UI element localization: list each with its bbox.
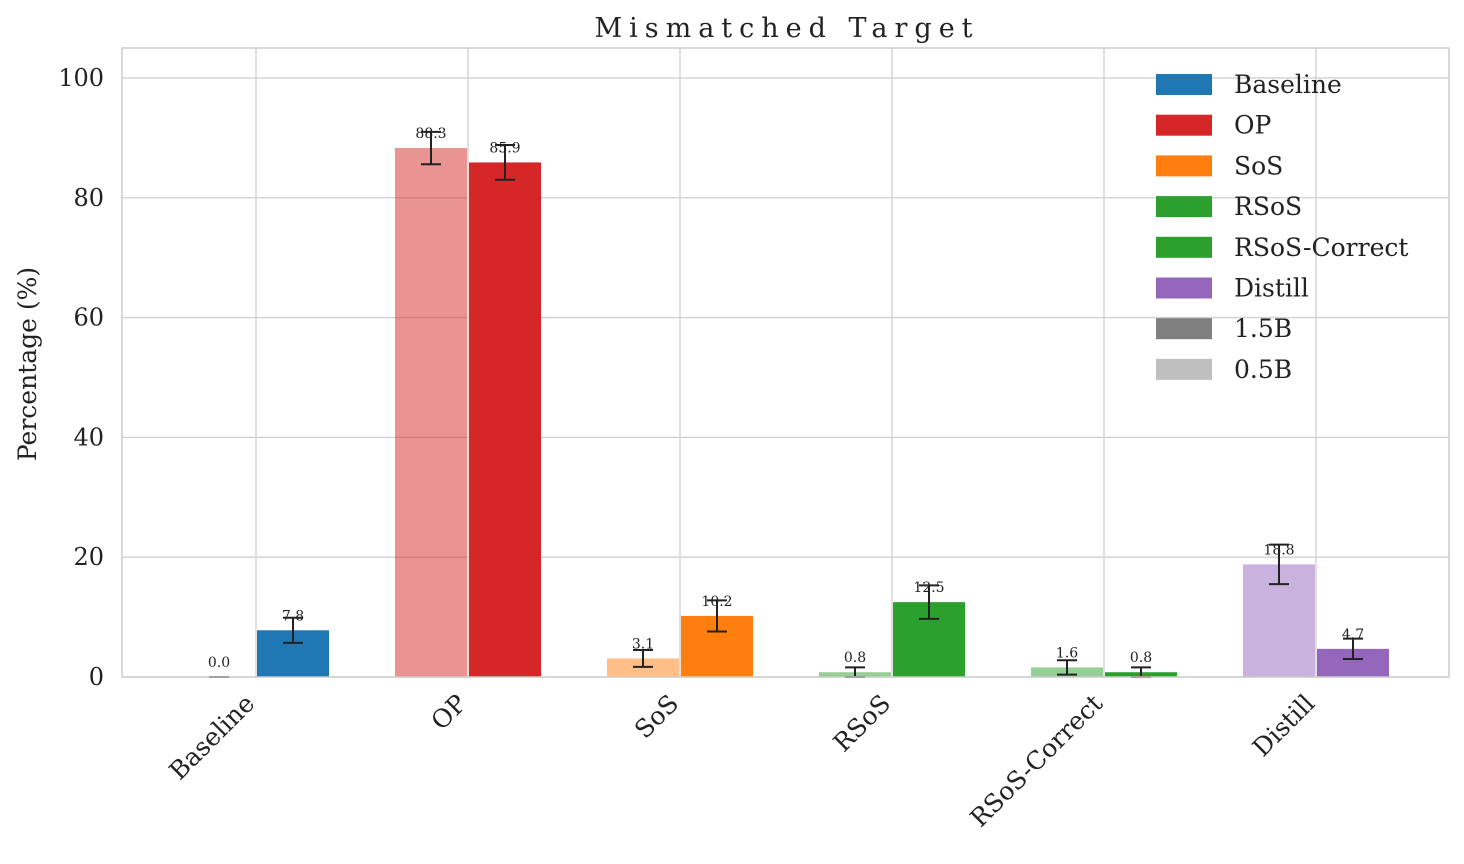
data-labels-layer: 0.0 88.3 3.1 0.8 1.6 18.8 7.8 85.9 10.2 12.5 0.8 4.… (208, 126, 1364, 671)
legend-swatch (1156, 74, 1212, 95)
data-label: 1.6 (1056, 645, 1078, 661)
legend-swatch (1156, 318, 1212, 340)
x-tick-label: OP (425, 689, 472, 736)
x-tick-label: RSoS-Correct (964, 689, 1108, 833)
plot-frame (121, 47, 1450, 678)
legend-swatch (1156, 236, 1212, 258)
data-label: 7.8 (282, 608, 304, 624)
y-tick-label: 20 (73, 543, 104, 571)
legend-label: RSoS-Correct (1234, 233, 1408, 262)
legend-swatch (1156, 155, 1212, 177)
y-tick-label: 40 (73, 423, 104, 451)
data-label: 4.7 (1342, 627, 1364, 643)
legend-label: Baseline (1234, 70, 1342, 99)
chart-title: Mismatched Target (594, 13, 979, 44)
legend-label: 0.5B (1234, 355, 1292, 384)
data-label: 10.2 (701, 594, 732, 610)
legend-swatch (1156, 196, 1212, 218)
legend-label: OP (1234, 111, 1271, 140)
bars-layer (183, 148, 1389, 678)
legend-label: RSoS (1234, 192, 1302, 221)
y-tick-label: 60 (73, 304, 104, 332)
x-tick-label: SoS (629, 689, 684, 744)
bar (395, 148, 467, 677)
legend-label: Distill (1234, 274, 1309, 303)
data-label: 0.8 (1130, 650, 1152, 666)
data-label: 18.8 (1263, 542, 1294, 558)
legend: Baseline OP SoS RSoS RSoS-Correct Distill 1.5B… (1156, 70, 1408, 384)
ticks-layer: 0 20 40 60 80 100 Baseline OP SoS RSoS RSoS-Correc… (58, 64, 1320, 833)
y-tick-label: 100 (58, 64, 104, 92)
data-label: 0.0 (208, 655, 230, 671)
legend-swatch (1156, 358, 1212, 380)
x-tick-label: Distill (1247, 689, 1320, 762)
grid-layer (122, 48, 1449, 678)
legend-swatch (1156, 114, 1212, 136)
legend-label: 1.5B (1234, 314, 1292, 343)
x-tick-label: Baseline (164, 689, 261, 786)
data-label: 12.5 (913, 580, 944, 596)
legend-label: SoS (1234, 151, 1283, 180)
data-label: 0.8 (844, 650, 866, 666)
data-label: 3.1 (632, 636, 654, 652)
bar (469, 162, 541, 677)
data-label: 88.3 (415, 126, 446, 142)
y-tick-label: 80 (73, 184, 104, 212)
x-tick-label: RSoS (828, 689, 897, 758)
data-label: 85.9 (489, 140, 520, 156)
legend-swatch (1156, 277, 1212, 299)
y-tick-label: 0 (89, 663, 104, 691)
y-axis-label: Percentage (%) (13, 267, 42, 461)
